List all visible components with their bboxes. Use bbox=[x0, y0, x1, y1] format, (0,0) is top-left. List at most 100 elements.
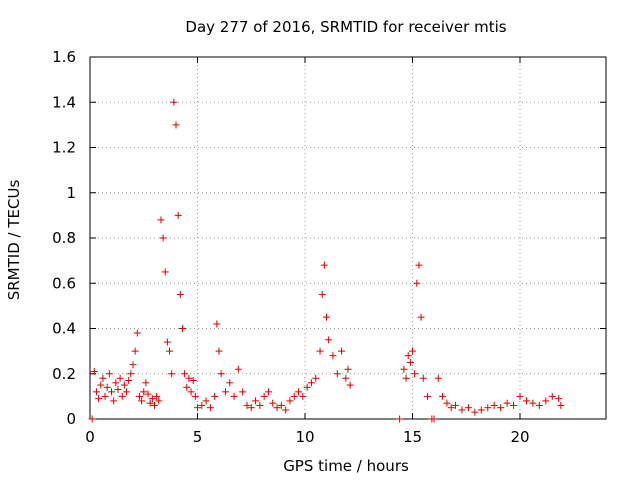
data-point bbox=[282, 406, 290, 414]
data-point bbox=[211, 392, 219, 400]
y-tick-label: 0.2 bbox=[52, 365, 76, 383]
data-point bbox=[170, 98, 178, 106]
data-point bbox=[323, 313, 330, 321]
data-point bbox=[419, 374, 427, 382]
data-point bbox=[155, 397, 163, 405]
data-point bbox=[458, 406, 466, 414]
data-point bbox=[129, 361, 137, 369]
data-point bbox=[264, 388, 272, 396]
data-point bbox=[206, 404, 214, 412]
grid bbox=[90, 57, 606, 419]
data-point bbox=[325, 336, 333, 344]
data-point bbox=[187, 388, 195, 396]
data-point bbox=[417, 313, 425, 321]
y-tick-label: 1 bbox=[66, 184, 76, 202]
data-point bbox=[95, 395, 103, 403]
data-point bbox=[447, 404, 455, 412]
data-point bbox=[88, 415, 96, 423]
data-point bbox=[252, 397, 260, 405]
data-point bbox=[159, 234, 167, 242]
data-point bbox=[99, 374, 107, 382]
data-point bbox=[123, 388, 131, 396]
data-point bbox=[484, 404, 492, 412]
data-point bbox=[90, 367, 98, 375]
data-point bbox=[230, 392, 238, 400]
data-point bbox=[133, 329, 141, 337]
data-point bbox=[329, 352, 337, 360]
data-point bbox=[135, 392, 143, 400]
data-point bbox=[202, 397, 210, 405]
data-point bbox=[176, 291, 184, 299]
x-tick-label: 0 bbox=[85, 428, 95, 446]
data-point bbox=[174, 211, 182, 219]
data-point bbox=[400, 365, 408, 373]
data-point bbox=[116, 374, 124, 382]
data-point bbox=[269, 399, 277, 407]
data-point bbox=[183, 383, 191, 391]
data-point bbox=[503, 399, 511, 407]
data-point bbox=[342, 374, 350, 382]
data-point bbox=[140, 388, 148, 396]
data-point bbox=[402, 374, 410, 382]
data-point bbox=[247, 404, 255, 412]
data-point bbox=[163, 338, 171, 346]
data-point bbox=[131, 347, 139, 355]
data-point bbox=[256, 401, 264, 409]
data-point bbox=[413, 279, 421, 287]
data-point bbox=[424, 392, 432, 400]
data-point bbox=[138, 397, 146, 405]
data-point bbox=[411, 370, 419, 378]
data-point bbox=[333, 370, 341, 378]
y-tick-label: 0.6 bbox=[52, 274, 76, 292]
y-tick-label: 0.8 bbox=[52, 229, 76, 247]
data-point bbox=[497, 404, 505, 412]
data-point bbox=[303, 383, 311, 391]
data-point bbox=[406, 358, 414, 366]
data-point bbox=[105, 370, 113, 378]
y-tick-label: 1.4 bbox=[52, 93, 76, 111]
data-point bbox=[430, 415, 438, 423]
y-tick-label: 1.2 bbox=[52, 139, 76, 157]
data-point bbox=[198, 401, 206, 409]
data-point bbox=[239, 388, 247, 396]
data-point bbox=[112, 379, 120, 387]
data-point bbox=[318, 291, 326, 299]
data-point bbox=[157, 216, 165, 224]
data-point bbox=[185, 374, 193, 382]
data-point bbox=[226, 379, 234, 387]
data-point bbox=[316, 347, 324, 355]
data-point bbox=[127, 370, 135, 378]
data-point bbox=[477, 406, 485, 414]
data-point bbox=[125, 377, 133, 385]
data-point bbox=[471, 408, 479, 416]
data-point bbox=[108, 388, 115, 396]
data-point bbox=[114, 386, 122, 394]
plot-area-frame bbox=[89, 56, 607, 420]
data-point bbox=[346, 381, 354, 389]
x-tick-label: 15 bbox=[403, 428, 422, 446]
data-point bbox=[146, 399, 154, 407]
data-point bbox=[522, 397, 530, 405]
data-point bbox=[516, 392, 524, 400]
data-point bbox=[295, 388, 303, 396]
data-point bbox=[234, 365, 242, 373]
data-point bbox=[97, 381, 105, 389]
data-point bbox=[396, 415, 404, 423]
data-point bbox=[312, 374, 320, 382]
data-point bbox=[277, 401, 285, 409]
data-point bbox=[548, 392, 556, 400]
data-point bbox=[118, 392, 126, 400]
data-point bbox=[103, 383, 111, 391]
data-point bbox=[535, 401, 543, 409]
y-tick-label: 1.6 bbox=[52, 48, 76, 66]
data-point bbox=[215, 347, 223, 355]
data-point bbox=[320, 261, 328, 269]
data-point bbox=[148, 395, 156, 403]
y-tick-labels: 0 0.2 0.4 0.6 0.8 1 1.2 1.4 1.6 bbox=[52, 48, 76, 428]
data-point bbox=[166, 347, 174, 355]
axis-ticks bbox=[89, 56, 606, 420]
y-tick-label: 0 bbox=[66, 410, 76, 428]
data-point bbox=[510, 401, 518, 409]
data-point bbox=[555, 395, 563, 403]
data-point bbox=[142, 379, 150, 387]
